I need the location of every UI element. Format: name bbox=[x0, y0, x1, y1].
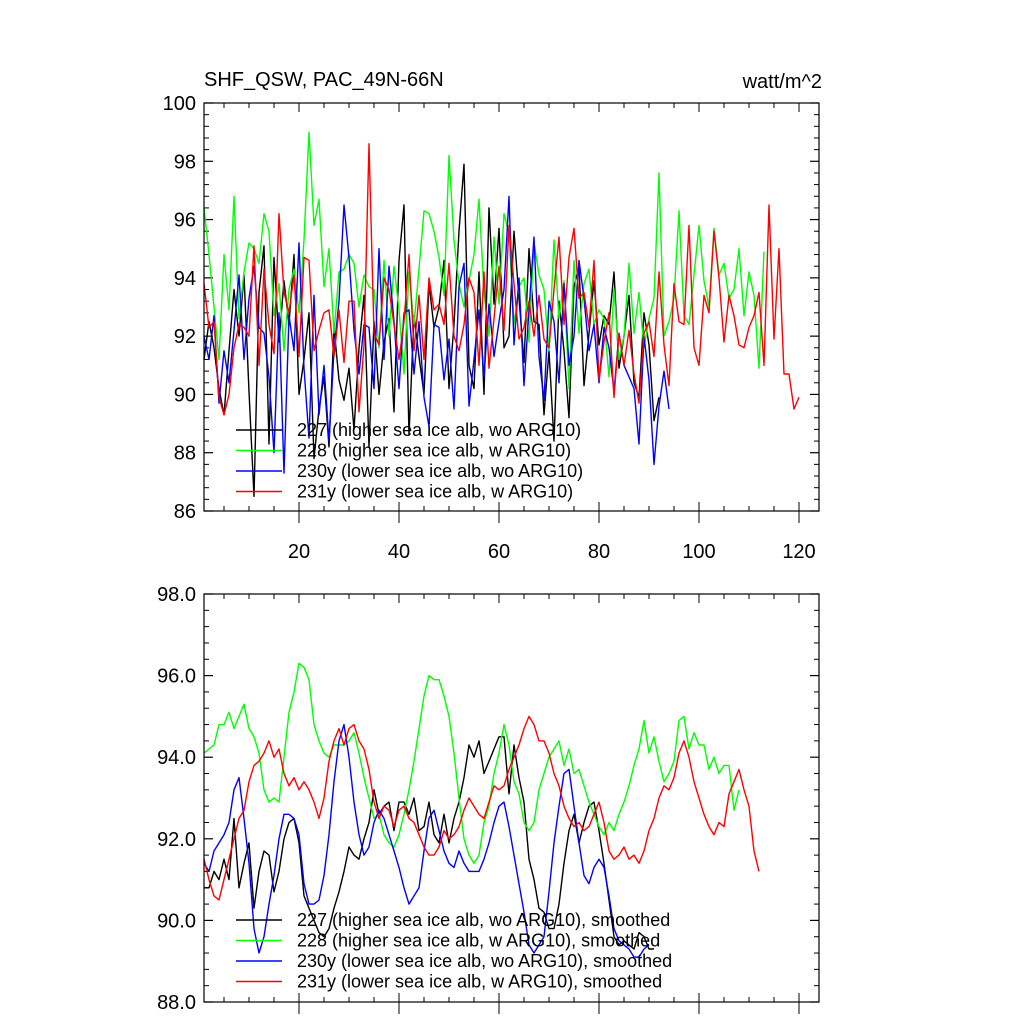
y-tick-label: 98.0 bbox=[157, 584, 196, 606]
legend-label-2: 228 (higher sea ice alb, w ARG10) bbox=[297, 441, 571, 461]
units-label: watt/m^2 bbox=[742, 71, 822, 93]
legend-label-1: 227 (higher sea ice alb, wo ARG10), smoo… bbox=[297, 910, 670, 930]
y-tick-label: 96.0 bbox=[157, 666, 196, 688]
x-tick-label: 60 bbox=[488, 541, 510, 563]
x-tick-label: 80 bbox=[588, 541, 610, 563]
y-tick-label: 88 bbox=[174, 443, 196, 465]
series-line-2 bbox=[203, 131, 765, 390]
series-line-4 bbox=[203, 715, 760, 901]
top-legend: 227 (higher sea ice alb, wo ARG10)228 (h… bbox=[236, 420, 583, 502]
y-tick-label: 100 bbox=[163, 93, 196, 115]
legend-label-3: 230y (lower sea ice alb, wo ARG10) bbox=[297, 461, 583, 481]
bottom-series-group bbox=[203, 662, 760, 958]
x-tick-label: 20 bbox=[288, 541, 310, 563]
series-line-4 bbox=[203, 143, 800, 416]
chart-title: SHF_QSW, PAC_49N-66N bbox=[204, 69, 444, 91]
series-line-3 bbox=[203, 195, 670, 474]
y-tick-label: 94.0 bbox=[157, 747, 196, 769]
legend-label-2: 228 (higher sea ice alb, w ARG10), smoot… bbox=[297, 931, 660, 951]
legend-label-1: 227 (higher sea ice alb, wo ARG10) bbox=[297, 420, 581, 440]
y-tick-label: 86 bbox=[174, 501, 196, 523]
bottom-legend: 227 (higher sea ice alb, wo ARG10), smoo… bbox=[236, 910, 672, 992]
legend-label-3: 230y (lower sea ice alb, wo ARG10), smoo… bbox=[297, 951, 672, 971]
y-tick-label: 92 bbox=[174, 326, 196, 348]
x-tick-label: 40 bbox=[388, 541, 410, 563]
x-tick-label: 100 bbox=[682, 541, 715, 563]
top-axes: 86 88 90 92 94 96 98 100 20 40 60 80 100 120 bbox=[163, 93, 819, 563]
y-tick-label: 98 bbox=[174, 151, 196, 173]
y-tick-label: 92.0 bbox=[157, 829, 196, 851]
y-tick-label: 94 bbox=[174, 268, 196, 290]
legend-label-4: 231y (lower sea ice alb, w ARG10), smoot… bbox=[297, 972, 662, 992]
top-panel: SHF_QSW, PAC_49N-66N watt/m^2 86 88 90 92 94… bbox=[163, 69, 822, 563]
top-plot-frame bbox=[203, 102, 820, 512]
y-tick-label: 90 bbox=[174, 384, 196, 406]
y-tick-label: 90.0 bbox=[157, 910, 196, 932]
bottom-plot-frame bbox=[203, 593, 820, 1003]
y-tick-label: 96 bbox=[174, 210, 196, 232]
x-tick-label: 120 bbox=[782, 541, 815, 563]
series-line-3 bbox=[203, 723, 650, 958]
top-series-group bbox=[203, 131, 800, 498]
series-line-2 bbox=[203, 662, 740, 864]
bottom-axes: 88.0 90.0 92.0 94.0 96.0 98.0 bbox=[157, 584, 819, 1014]
legend-label-4: 231y (lower sea ice alb, w ARG10) bbox=[297, 482, 573, 502]
bottom-panel: 88.0 90.0 92.0 94.0 96.0 98.0 227 (higher sea… bbox=[157, 584, 820, 1014]
y-tick-label: 88.0 bbox=[157, 992, 196, 1014]
